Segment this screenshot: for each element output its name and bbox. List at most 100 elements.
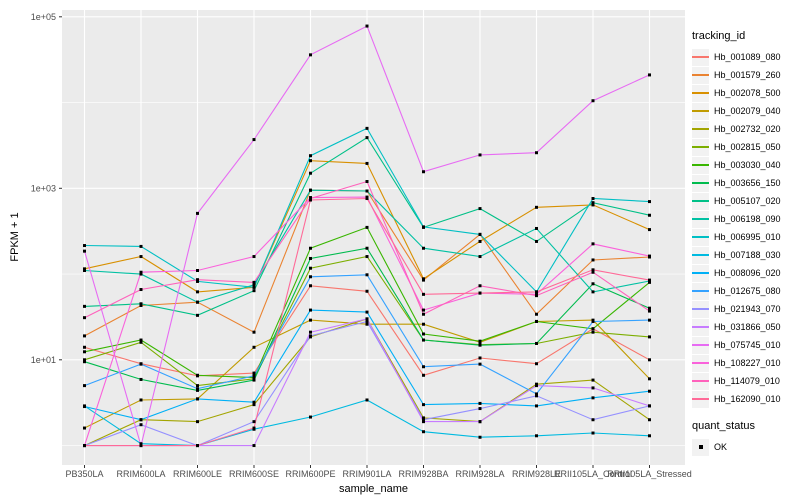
legend-key-line-icon	[692, 354, 709, 372]
data-point	[478, 401, 482, 405]
data-point	[478, 255, 482, 259]
y-tick-label: 1e+01	[31, 355, 56, 365]
x-tick-label: RRIM600SE	[229, 469, 279, 479]
legend-key-line-icon	[692, 84, 709, 102]
legend-item-label: OK	[714, 442, 728, 452]
data-point	[478, 284, 482, 288]
legend-item-label: Hb_021943_070	[714, 304, 781, 314]
legend-item: Hb_002078_500	[692, 84, 800, 102]
legend-item: Hb_006198_090	[692, 210, 800, 228]
data-point	[83, 405, 86, 409]
data-point	[478, 232, 482, 236]
data-point	[422, 308, 425, 312]
data-point	[365, 136, 369, 140]
legend-item: Hb_005107_020	[692, 192, 800, 210]
legend-item-label: Hb_114079_010	[714, 376, 780, 386]
data-point	[309, 318, 312, 322]
data-point	[591, 431, 595, 435]
legend-item-ok: OK	[692, 438, 800, 456]
data-point	[422, 312, 425, 316]
data-point	[309, 266, 312, 270]
data-point	[139, 302, 143, 306]
legend-key-line-icon	[692, 66, 709, 84]
data-point	[139, 362, 143, 366]
data-point	[252, 378, 256, 382]
data-point	[648, 418, 651, 422]
data-point	[83, 350, 86, 354]
data-point	[365, 189, 369, 193]
x-tick-label: RRIM600LE	[173, 469, 222, 479]
data-point	[648, 309, 651, 313]
data-point	[535, 205, 538, 209]
data-point	[309, 154, 312, 158]
x-tick-label: RRIM928LE	[512, 469, 561, 479]
legend-item-label: Hb_006995_010	[714, 232, 781, 242]
data-point	[83, 426, 86, 430]
data-point	[591, 270, 595, 274]
data-point	[139, 444, 143, 448]
legend-item-label: Hb_005107_020	[714, 196, 781, 206]
data-point	[196, 397, 199, 401]
data-point	[535, 404, 538, 408]
data-point	[591, 396, 595, 400]
data-point	[591, 203, 595, 207]
data-point	[252, 444, 256, 448]
data-point	[591, 330, 595, 334]
data-point	[309, 415, 312, 419]
legend-item-label: Hb_162090_010	[714, 394, 781, 404]
data-point	[139, 423, 143, 427]
x-tick-label: RRIM901LA	[342, 469, 391, 479]
data-point	[83, 269, 86, 273]
data-point	[478, 420, 482, 424]
legend-key-line-icon	[692, 282, 709, 300]
data-point	[535, 226, 538, 230]
data-point	[196, 279, 199, 283]
legend-item: Hb_001579_260	[692, 66, 800, 84]
legend-key-line-icon	[692, 318, 709, 336]
data-point	[139, 270, 143, 274]
data-point	[83, 249, 86, 253]
legend-item: Hb_031866_050	[692, 318, 800, 336]
legend-entries: Hb_001089_080 Hb_001579_260 Hb_002078_500 H…	[692, 48, 800, 408]
data-point	[309, 246, 312, 250]
data-point	[196, 388, 199, 392]
data-point	[365, 126, 369, 130]
data-point	[478, 435, 482, 439]
data-point	[648, 377, 651, 381]
legend-item-label: Hb_002079_040	[714, 106, 781, 116]
data-point	[252, 330, 256, 334]
data-point	[591, 290, 595, 294]
data-point	[196, 313, 199, 317]
legend-item-label: Hb_002732_020	[714, 124, 781, 134]
legend-key-line-icon	[692, 120, 709, 138]
data-point	[252, 345, 256, 349]
legend-item: Hb_002815_050	[692, 138, 800, 156]
data-point	[591, 268, 595, 272]
x-tick-label: RRIM928LA	[455, 469, 504, 479]
data-point	[422, 365, 425, 369]
data-point	[309, 198, 312, 202]
data-point	[196, 387, 199, 391]
data-point	[196, 269, 199, 273]
data-point	[478, 339, 482, 343]
data-point	[309, 53, 312, 57]
data-point	[83, 244, 86, 248]
data-point	[252, 285, 256, 289]
plot-panel	[62, 10, 685, 465]
legend-item-label: Hb_002815_050	[714, 142, 781, 152]
data-point	[139, 272, 143, 276]
data-point	[252, 426, 256, 430]
data-point	[591, 258, 595, 262]
data-point	[478, 291, 482, 295]
legend-key-line-icon	[692, 336, 709, 354]
data-point	[252, 374, 256, 378]
data-point	[648, 306, 651, 310]
data-point	[591, 282, 595, 286]
data-point	[422, 225, 425, 229]
data-point	[365, 180, 369, 184]
data-point	[422, 420, 425, 424]
data-point	[535, 319, 538, 323]
data-point	[648, 278, 651, 282]
data-point	[252, 283, 256, 287]
